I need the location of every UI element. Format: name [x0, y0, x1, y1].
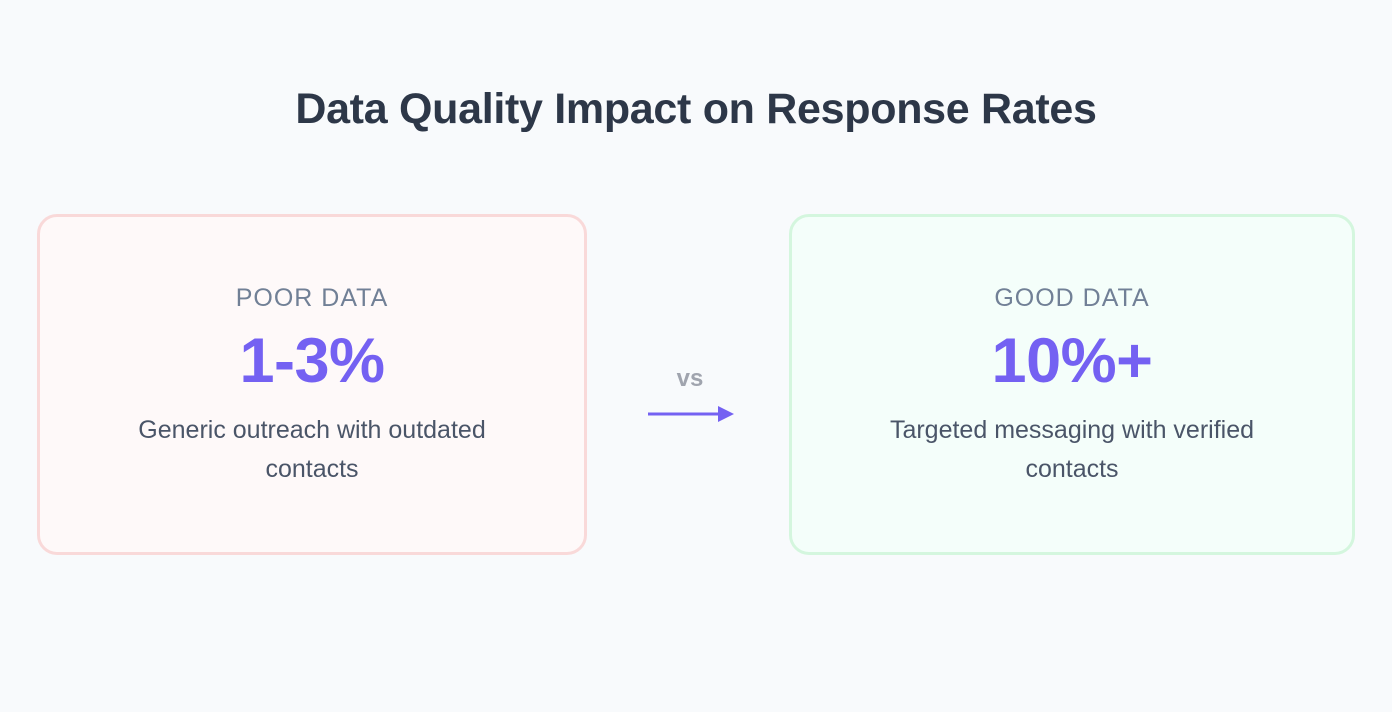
page-title: Data Quality Impact on Response Rates	[295, 85, 1097, 133]
vs-label: vs	[676, 365, 704, 392]
good-data-value: 10%+	[991, 326, 1153, 396]
comparison-divider: vs	[640, 362, 740, 432]
arrow-right-icon	[648, 406, 734, 422]
good-data-label: GOOD DATA	[994, 284, 1150, 312]
good-data-card: GOOD DATA 10%+ Targeted messaging with v…	[789, 214, 1355, 555]
poor-data-description: Generic outreach with outdated contacts	[138, 416, 486, 483]
poor-data-value: 1-3%	[239, 326, 385, 396]
poor-data-label: POOR DATA	[235, 284, 389, 312]
good-data-description: Targeted messaging with verified contact…	[889, 416, 1255, 483]
poor-data-card: POOR DATA 1-3% Generic outreach with out…	[37, 214, 587, 555]
